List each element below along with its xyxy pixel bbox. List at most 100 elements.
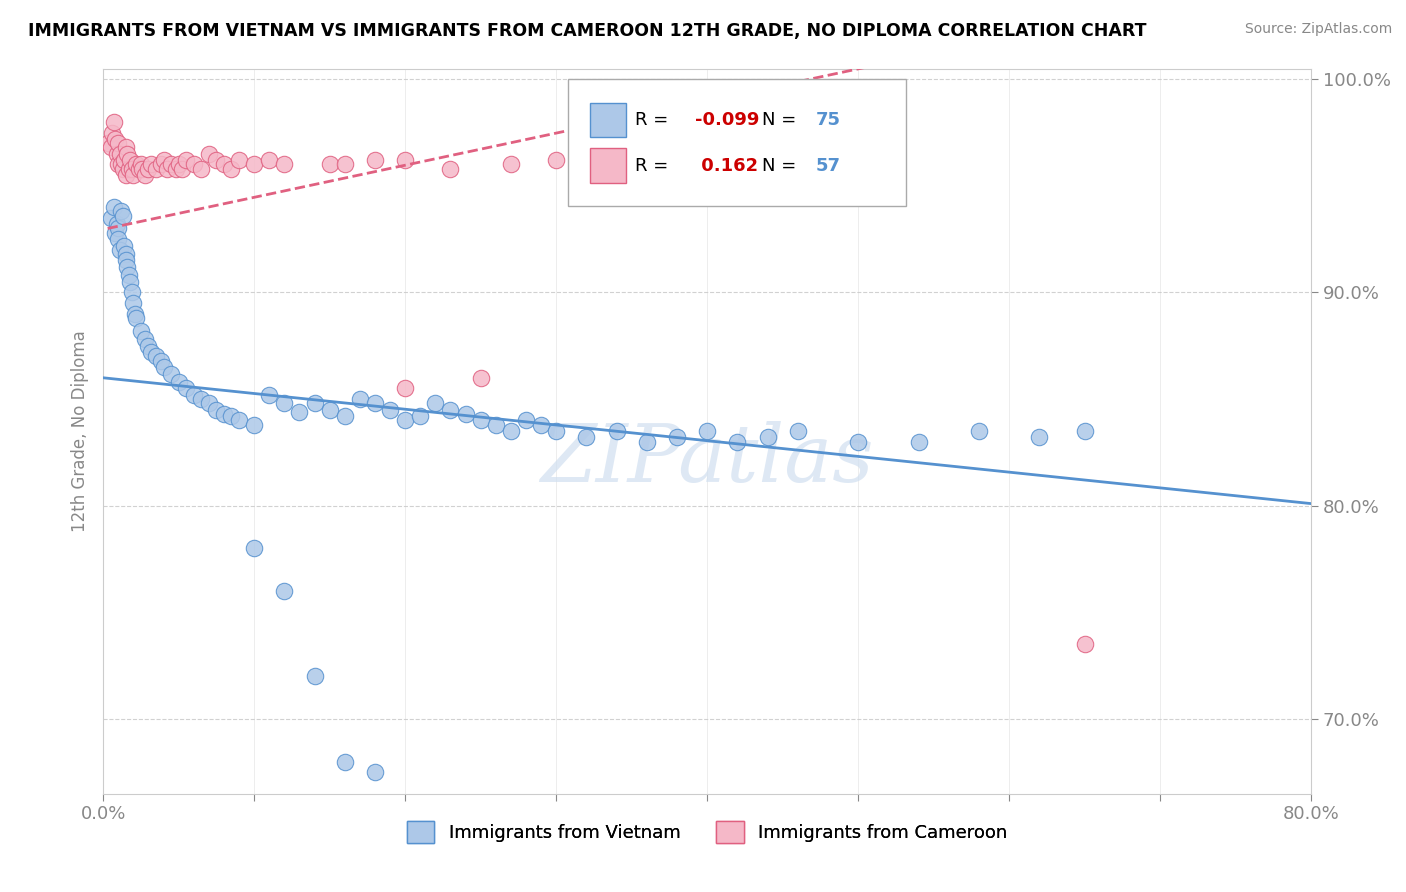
Point — [530, 417, 553, 432]
Point — [165, 161, 187, 176]
Text: Source: ZipAtlas.com: Source: ZipAtlas.com — [1244, 22, 1392, 37]
Point — [174, 381, 197, 395]
Point — [394, 381, 416, 395]
Point — [364, 765, 387, 780]
Point — [129, 324, 152, 338]
Point — [439, 402, 461, 417]
Point — [145, 161, 167, 176]
FancyBboxPatch shape — [591, 148, 626, 183]
Point — [485, 417, 508, 432]
Point — [120, 153, 142, 168]
Point — [333, 755, 356, 769]
Point — [499, 424, 522, 438]
Point — [134, 168, 156, 182]
Point — [125, 311, 148, 326]
Point — [149, 157, 172, 171]
Text: 57: 57 — [815, 157, 841, 175]
Point — [333, 409, 356, 424]
Point — [439, 161, 461, 176]
Point — [111, 161, 134, 176]
Point — [378, 402, 401, 417]
Point — [394, 413, 416, 427]
Point — [221, 409, 243, 424]
Point — [131, 161, 153, 176]
Point — [108, 146, 131, 161]
Point — [111, 209, 134, 223]
Point — [243, 417, 266, 432]
Point — [103, 115, 125, 129]
Point — [257, 153, 280, 168]
Point — [112, 153, 135, 168]
Point — [606, 424, 628, 438]
Point — [198, 396, 221, 410]
Point — [499, 157, 522, 171]
Point — [105, 146, 128, 161]
Point — [118, 268, 141, 283]
Point — [636, 434, 658, 449]
Text: 0.162: 0.162 — [695, 157, 758, 175]
Point — [114, 140, 136, 154]
Point — [665, 430, 688, 444]
Point — [846, 434, 869, 449]
Point — [114, 168, 136, 182]
Point — [364, 153, 387, 168]
Point — [174, 153, 197, 168]
Point — [725, 434, 748, 449]
Point — [349, 392, 371, 406]
Point — [170, 161, 193, 176]
Text: 75: 75 — [815, 111, 841, 129]
Text: N =: N = — [762, 157, 801, 175]
Point — [138, 339, 160, 353]
Point — [110, 157, 132, 171]
Point — [318, 157, 340, 171]
Point — [1028, 430, 1050, 444]
Point — [273, 584, 295, 599]
Point — [546, 424, 568, 438]
Point — [141, 345, 163, 359]
Point — [1073, 637, 1095, 651]
Point — [470, 413, 492, 427]
Point — [967, 424, 990, 438]
Text: R =: R = — [634, 111, 673, 129]
Point — [205, 402, 228, 417]
Point — [107, 136, 129, 151]
Point — [546, 153, 568, 168]
Point — [155, 161, 177, 176]
Text: IMMIGRANTS FROM VIETNAM VS IMMIGRANTS FROM CAMEROON 12TH GRADE, NO DIPLOMA CORRE: IMMIGRANTS FROM VIETNAM VS IMMIGRANTS FR… — [28, 22, 1147, 40]
Point — [907, 434, 929, 449]
Point — [228, 153, 250, 168]
Point — [104, 226, 127, 240]
Point — [756, 430, 779, 444]
Point — [364, 396, 387, 410]
Point — [122, 168, 145, 182]
Point — [138, 161, 160, 176]
Text: N =: N = — [762, 111, 801, 129]
Point — [333, 157, 356, 171]
Point — [110, 204, 132, 219]
Point — [288, 405, 311, 419]
Point — [121, 285, 143, 300]
Point — [107, 221, 129, 235]
Point — [273, 396, 295, 410]
Point — [243, 541, 266, 556]
Point — [105, 217, 128, 231]
Point — [124, 307, 146, 321]
Point — [318, 402, 340, 417]
Point — [470, 371, 492, 385]
Point — [101, 126, 124, 140]
Point — [107, 232, 129, 246]
FancyBboxPatch shape — [591, 103, 626, 137]
Point — [167, 157, 190, 171]
Point — [183, 388, 205, 402]
Point — [304, 669, 326, 683]
Point — [243, 157, 266, 171]
Point — [117, 146, 139, 161]
Point — [149, 353, 172, 368]
Point — [205, 153, 228, 168]
Y-axis label: 12th Grade, No Diploma: 12th Grade, No Diploma — [72, 330, 89, 532]
Text: ZIPatlas: ZIPatlas — [540, 421, 875, 499]
Point — [454, 407, 477, 421]
Point — [212, 407, 235, 421]
Point — [152, 360, 174, 375]
Point — [1073, 424, 1095, 438]
